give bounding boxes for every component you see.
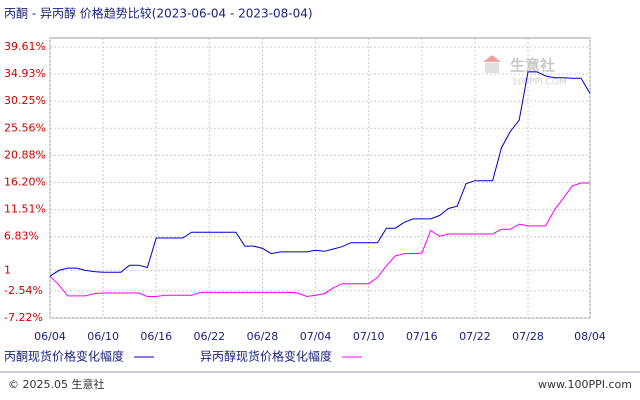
y-tick-label: 34.93% [4,67,46,80]
y-tick-label: 16.20% [4,175,46,188]
series-line [49,71,591,277]
x-tick-label: 07/28 [512,330,544,343]
chart-title: 丙酮 - 异丙醇 价格趋势比较(2023-06-04 - 2023-08-04) [4,6,313,21]
x-tick-label: 06/28 [247,330,279,343]
watermark-name: 生意社 [510,57,555,75]
y-tick-label: 20.88% [4,148,46,161]
watermark-site: 100PPI.COM [512,78,567,88]
x-tick-label: 08/04 [574,330,606,343]
x-tick-label: 06/22 [193,330,225,343]
legend-label: 丙酮现货价格变化幅度 [4,349,124,364]
y-tick-label: 6.83% [4,230,39,243]
x-tick-label: 06/10 [87,330,119,343]
x-tick-label: 06/04 [34,330,66,343]
y-tick-label: 30.25% [4,94,46,107]
legend-label: 异丙醇现货价格变化幅度 [200,349,332,364]
footer-right: www.100PPI.com [538,378,632,391]
footer-left: © 2025.05 生意社 [8,377,104,391]
y-tick-label: 11.51% [4,203,46,216]
logo-roof [483,55,501,62]
x-tick-label: 06/16 [140,330,172,343]
x-tick-label: 07/04 [300,330,332,343]
x-tick-label: 07/16 [406,330,438,343]
watermark: 生意社 100PPI.COM [483,55,567,88]
logo-base [485,63,499,73]
y-tick-label: -7.22% [4,311,43,324]
x-tick-label: 07/22 [459,330,491,343]
y-tick-label: 1 [4,263,11,276]
y-tick-label: -2.54% [4,284,43,297]
y-tick-label: 39.61% [4,40,46,53]
y-tick-label: 25.56% [4,121,46,134]
series-line [49,182,590,298]
x-tick-label: 07/10 [353,330,385,343]
